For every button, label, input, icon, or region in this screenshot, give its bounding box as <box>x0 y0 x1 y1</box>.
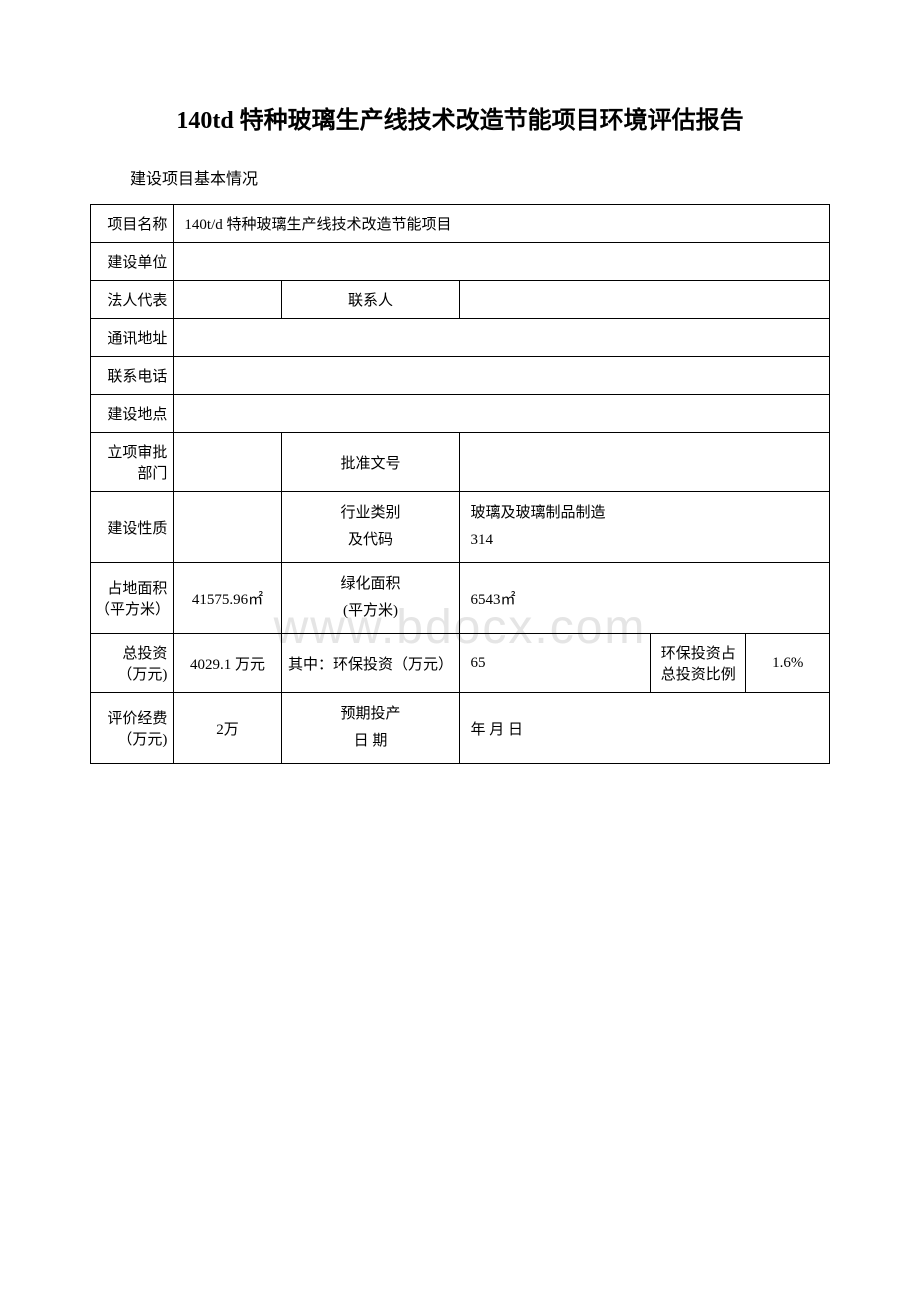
nature-label: 建设性质 <box>91 492 174 563</box>
phone-value <box>174 357 830 395</box>
production-date-label: 预期投产 日 期 <box>281 693 460 764</box>
legal-rep-value <box>174 281 281 319</box>
location-label: 建设地点 <box>91 395 174 433</box>
total-investment-label: 总投资（万元) <box>91 634 174 693</box>
green-label-line1: 绿化面积 <box>286 571 456 598</box>
industry-code-value: 玻璃及玻璃制品制造 314 <box>460 492 830 563</box>
page-title: 140td 特种玻璃生产线技术改造节能项目环境评估报告 <box>90 100 830 135</box>
approval-dept-label: 立项审批部门 <box>91 433 174 492</box>
address-label: 通讯地址 <box>91 319 174 357</box>
env-investment-value: 65 <box>460 634 651 693</box>
table-row: 占地面积（平方米） 41575.96㎡ 绿化面积 (平方米) 6543㎡ <box>91 563 830 634</box>
green-label-line2: (平方米) <box>286 598 456 625</box>
section-subtitle: 建设项目基本情况 <box>130 165 830 189</box>
production-date-value: 年 月 日 <box>460 693 830 764</box>
table-row: 联系电话 <box>91 357 830 395</box>
date-label-line1: 预期投产 <box>286 701 456 728</box>
project-name-value: 140t/d 特种玻璃生产线技术改造节能项目 <box>174 205 830 243</box>
info-table: 项目名称 140t/d 特种玻璃生产线技术改造节能项目 建设单位 法人代表 联系… <box>90 204 830 764</box>
env-investment-label: 其中：环保投资（万元） <box>281 634 460 693</box>
industry-code-label: 行业类别 及代码 <box>281 492 460 563</box>
contact-person-value <box>460 281 830 319</box>
green-area-value: 6543㎡ <box>460 563 830 634</box>
industry-label-line1: 行业类别 <box>286 500 456 527</box>
table-row: 建设地点 <box>91 395 830 433</box>
legal-rep-label: 法人代表 <box>91 281 174 319</box>
table-row: 立项审批部门 批准文号 <box>91 433 830 492</box>
total-investment-value: 4029.1 万元 <box>174 634 281 693</box>
table-row: 项目名称 140t/d 特种玻璃生产线技术改造节能项目 <box>91 205 830 243</box>
land-area-label: 占地面积（平方米） <box>91 563 174 634</box>
green-area-label: 绿化面积 (平方米) <box>281 563 460 634</box>
address-value <box>174 319 830 357</box>
land-area-value: 41575.96㎡ <box>174 563 281 634</box>
location-value <box>174 395 830 433</box>
table-row: 评价经费（万元) 2万 预期投产 日 期 年 月 日 <box>91 693 830 764</box>
phone-label: 联系电话 <box>91 357 174 395</box>
approval-no-value <box>460 433 830 492</box>
date-label-line2: 日 期 <box>286 728 456 755</box>
table-row: 法人代表 联系人 <box>91 281 830 319</box>
table-row: 通讯地址 <box>91 319 830 357</box>
project-name-label: 项目名称 <box>91 205 174 243</box>
investment-ratio-value: 1.6% <box>746 634 830 693</box>
construction-unit-value <box>174 243 830 281</box>
evaluation-fee-value: 2万 <box>174 693 281 764</box>
table-row: 建设性质 行业类别 及代码 玻璃及玻璃制品制造 314 <box>91 492 830 563</box>
industry-label-line2: 及代码 <box>286 527 456 554</box>
nature-value <box>174 492 281 563</box>
contact-person-label: 联系人 <box>281 281 460 319</box>
document-content: 140td 特种玻璃生产线技术改造节能项目环境评估报告 建设项目基本情况 项目名… <box>90 100 830 764</box>
industry-value-line1: 玻璃及玻璃制品制造 <box>470 500 825 527</box>
evaluation-fee-label: 评价经费（万元) <box>91 693 174 764</box>
industry-value-line2: 314 <box>470 527 825 554</box>
construction-unit-label: 建设单位 <box>91 243 174 281</box>
approval-dept-value <box>174 433 281 492</box>
approval-no-label: 批准文号 <box>281 433 460 492</box>
table-row: 总投资（万元) 4029.1 万元 其中：环保投资（万元） 65 环保投资占总投… <box>91 634 830 693</box>
table-row: 建设单位 <box>91 243 830 281</box>
investment-ratio-label: 环保投资占总投资比例 <box>651 634 746 693</box>
